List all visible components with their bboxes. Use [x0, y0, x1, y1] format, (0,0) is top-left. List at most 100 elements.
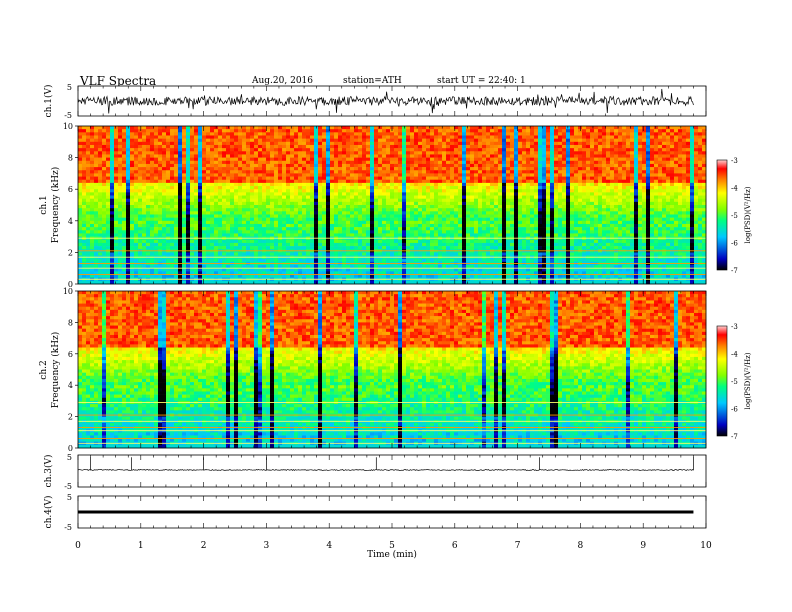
spec1-cell [394, 271, 399, 275]
spec1-cell [414, 141, 419, 146]
spec1-cell [446, 160, 451, 165]
spec1-cell [366, 242, 371, 247]
spec1-cell [302, 195, 307, 199]
spec1-cell [434, 265, 439, 269]
spec1-cell [430, 160, 435, 165]
spec1-cell [394, 176, 399, 181]
spec1-cell [474, 170, 479, 174]
spec1-cell [154, 154, 159, 158]
spec1-cell [334, 189, 339, 193]
spec1-cell [138, 192, 143, 196]
spec1-cell [286, 176, 291, 181]
spec1-cell [350, 167, 355, 171]
spec1-cell [358, 230, 363, 234]
spec1-cell [202, 135, 207, 139]
spec1-cell [122, 280, 127, 285]
spec1-cell [358, 239, 363, 244]
spec1-cell [414, 186, 419, 190]
spec1-cell [254, 138, 259, 143]
spec1-cell [266, 167, 271, 171]
spec1-cell [238, 160, 243, 165]
spec1-cell [458, 211, 463, 215]
spec1-cell [158, 148, 163, 152]
spec1-cell [450, 176, 455, 181]
spec1-cell [318, 239, 323, 244]
spec1-cell [274, 271, 279, 275]
spec1-cell [314, 258, 319, 263]
spec1-cell [234, 186, 239, 190]
spec1-cell [318, 157, 323, 162]
spec1-cell [474, 163, 479, 168]
spec1-cell [102, 208, 107, 212]
spec1-cell [162, 148, 167, 152]
spec1-cell [270, 271, 275, 275]
spec1-cell [386, 163, 391, 168]
spec1-cell [342, 280, 347, 285]
spec1-cell [286, 135, 291, 139]
spec1-cell [158, 186, 163, 190]
spec1-cell [346, 173, 351, 177]
spec1-cell [346, 242, 351, 247]
spec1-cell [262, 148, 267, 152]
spec1-cell [202, 220, 207, 225]
spec1-cell [354, 233, 359, 237]
spec1-cell [214, 151, 219, 155]
spec1-cell [422, 129, 427, 133]
spec1-cell [86, 144, 91, 149]
spec1-cell [458, 148, 463, 152]
spec1-cell [398, 182, 403, 187]
spec1-cell [150, 135, 155, 139]
spec1-cell [358, 163, 363, 168]
spec1-cell [278, 280, 283, 285]
spec1-cell [326, 252, 331, 256]
spec1-cell [302, 252, 307, 256]
spec1-cell [278, 167, 283, 171]
spec1-cell [122, 135, 127, 139]
spec1-cell [242, 157, 247, 162]
spec1-cell [354, 205, 359, 209]
spec1-cell [342, 141, 347, 146]
spec1-cell [138, 163, 143, 168]
spec1-cell [418, 144, 423, 149]
spec1-cell [290, 126, 295, 130]
spec1-cell [350, 163, 355, 168]
spec1-cell [122, 163, 127, 168]
spec1-cell [242, 170, 247, 174]
spec1-cell [470, 138, 475, 143]
spec1-cell [78, 144, 83, 149]
spec1-cell [350, 205, 355, 209]
spec1-cell [138, 154, 143, 158]
spec1-cell [438, 214, 443, 218]
spec1-cell [166, 230, 171, 234]
spec1-cell [390, 138, 395, 143]
spec1-cell [186, 233, 191, 237]
spec1-cell [154, 198, 159, 203]
spec1-cell [110, 189, 115, 193]
spec1-cell [78, 179, 83, 184]
spec1-cell [166, 214, 171, 218]
spec1-cell [302, 173, 307, 177]
spec1-cell [166, 271, 171, 275]
spec1-cell [210, 252, 215, 256]
spec1-cell [434, 214, 439, 218]
spec1-cell [230, 195, 235, 199]
spec1-cell [158, 192, 163, 196]
spec1-cell [246, 239, 251, 244]
spec1-cell [230, 220, 235, 225]
spec1-cell [382, 230, 387, 234]
spec1-cell [434, 205, 439, 209]
spec1-cell [82, 230, 87, 234]
spec1-cell [258, 135, 263, 139]
spec1-cell [202, 230, 207, 234]
spec1-cell [258, 176, 263, 181]
spec1-cell [270, 280, 275, 285]
spec1-cell [354, 148, 359, 152]
spec1-cell [414, 217, 419, 222]
spec1-cell [90, 230, 95, 234]
spec1-cell [342, 192, 347, 196]
spec1-cell [350, 246, 355, 250]
spec1-cell [354, 192, 359, 196]
spec1-cell [386, 141, 391, 146]
spec1-cell [82, 176, 87, 181]
spec1-cell [250, 189, 255, 193]
